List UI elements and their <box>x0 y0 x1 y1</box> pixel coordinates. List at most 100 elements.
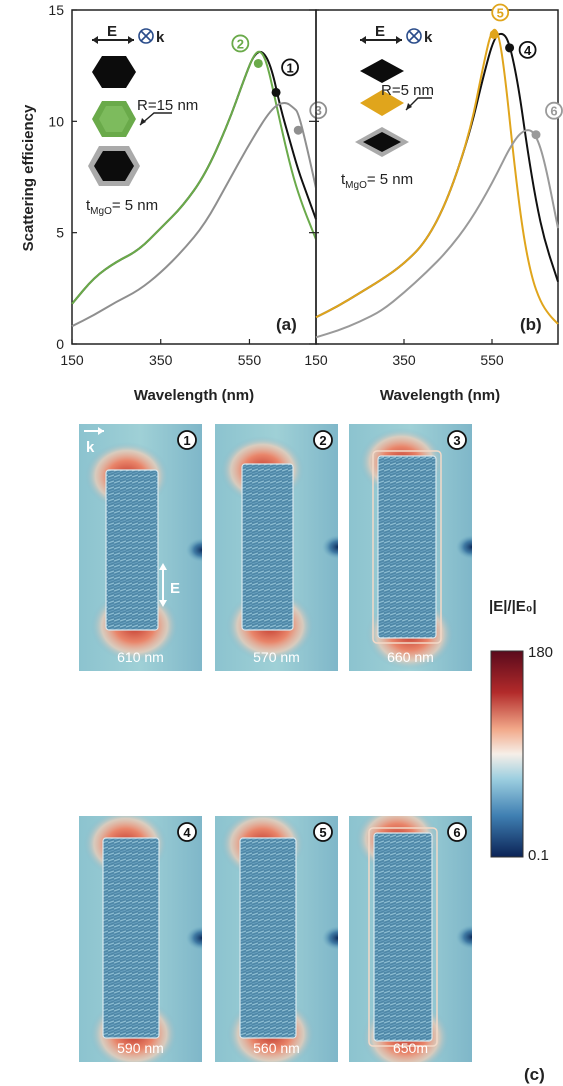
x-tick-label: 550 <box>480 352 504 368</box>
panel-b-chart: 150 350 550 456 E k R=5 nm tMgO= 5 nm (b) … <box>304 3 563 404</box>
nanorod-field-pattern <box>105 469 159 631</box>
marker-point-5 <box>489 29 499 39</box>
map-badge-3 <box>447 430 467 450</box>
gold-rhombus-icon <box>360 90 404 116</box>
x-tick-label: 350 <box>149 352 173 368</box>
series-line-3 <box>71 101 317 328</box>
map-badge-6 <box>447 822 467 842</box>
map-badge-label: 3 <box>453 433 460 448</box>
map-wavelength-caption: 590 nm <box>117 1040 164 1056</box>
bare-hexagon-icon <box>92 56 136 88</box>
field-map-1: 1 610 nm <box>79 424 202 671</box>
field-map-6: 6 650m <box>349 816 472 1062</box>
direction-label: k <box>424 29 433 46</box>
map-badge-1 <box>177 430 197 450</box>
panel-b-axis-ticks: 150 350 550 <box>304 9 504 368</box>
marker-badge-5 <box>491 3 510 22</box>
map-badge-label: 5 <box>319 825 326 840</box>
colorbar-title: |E|/|E₀| <box>489 598 537 615</box>
map-badge-label: 1 <box>183 433 190 448</box>
marker-badge-1 <box>281 58 299 77</box>
radius-label: R=15 nm <box>137 97 198 114</box>
series-line-2 <box>315 28 559 325</box>
map-badge-5 <box>313 822 333 842</box>
marker-point-3 <box>293 125 303 135</box>
map-badge-label: 4 <box>183 825 191 840</box>
panel-a-series <box>71 50 317 328</box>
map-wavelength-caption: 610 nm <box>117 649 164 665</box>
map-wavelength-caption: 660 nm <box>387 649 434 665</box>
nanorod-field-pattern <box>102 837 160 1039</box>
marker-point-4 <box>505 43 515 53</box>
marker-point-2 <box>253 58 263 68</box>
marker-badge-2 <box>231 34 250 53</box>
panel-b-legend: E k R=5 nm tMgO= 5 nm <box>341 23 434 191</box>
bare-rhombus-icon <box>360 59 404 83</box>
marker-point-1 <box>271 87 281 97</box>
y-axis-title: Scattering efficiency <box>20 104 37 251</box>
pointer-arrow-icon <box>406 103 412 110</box>
x-tick-label: 150 <box>304 352 328 368</box>
panel-b-tag: (b) <box>520 315 542 334</box>
panel-a-legend: E k R=15 nm tMgO= 5 nm <box>86 23 198 217</box>
y-tick-label: 10 <box>48 113 64 129</box>
nanorod-field-pattern <box>377 455 437 639</box>
series-line-3 <box>315 129 559 339</box>
panel-b-frame <box>315 9 559 345</box>
panel-c-field-maps: 1 610 nm 2 570 nm 3 660 nm 4 590 nm 5 560 nm 6 650m <box>79 424 472 1062</box>
panel-a-axis-ticks: 150 350 550 0 5 10 15 <box>48 2 261 368</box>
panel-b-x-axis-title: Wavelength (nm) <box>380 387 500 404</box>
marker-badge-6 <box>545 101 563 120</box>
field-map-2: 2 570 nm <box>215 424 338 671</box>
panel-c-tag: (c) <box>524 1065 545 1084</box>
polarization-label: E <box>107 23 117 40</box>
map-wavelength-caption: 570 nm <box>253 649 300 665</box>
map-badge-label: 6 <box>453 825 460 840</box>
panel-a-markers: 1 2 3 <box>231 34 328 135</box>
marker-label-5: 5 <box>497 5 504 20</box>
marker-label-1: 1 <box>286 60 293 75</box>
marker-badge-4 <box>518 40 537 59</box>
series-line-1 <box>315 32 559 319</box>
map-axes-annotation: k E <box>84 427 180 607</box>
k-into-page-icon <box>138 28 154 44</box>
radius-label: R=5 nm <box>381 82 434 99</box>
shell-label: tMgO= 5 nm <box>86 197 158 217</box>
x-tick-label: 150 <box>60 352 84 368</box>
field-map-4: 4 590 nm <box>79 816 202 1062</box>
marker-label-4: 4 <box>524 43 532 58</box>
field-map-3: 3 660 nm <box>349 424 472 671</box>
nanorod-field-pattern <box>239 837 297 1039</box>
e-label: E <box>170 580 180 597</box>
marker-label-3: 3 <box>315 103 322 118</box>
panel-a-x-axis-title: Wavelength (nm) <box>134 387 254 404</box>
nanorod-field-pattern <box>241 463 294 631</box>
colorbar-max: 180 <box>528 644 553 661</box>
y-tick-label: 15 <box>48 2 64 18</box>
nanorod-field-pattern <box>373 832 433 1042</box>
panel-a-tag: (a) <box>276 315 297 334</box>
y-tick-label: 5 <box>56 225 64 241</box>
shell-label: tMgO= 5 nm <box>341 171 413 191</box>
colorbar-min: 0.1 <box>528 847 549 864</box>
marker-badge-3 <box>309 101 328 120</box>
direction-label: k <box>156 29 165 46</box>
colorbar: |E|/|E₀| 180 0.1 <box>489 598 553 864</box>
map-badge-4 <box>177 822 197 842</box>
panel-a-chart: 150 350 550 0 5 10 15 1 2 3 E k R=15 nm tMgO= 5 … <box>20 2 328 404</box>
y-tick-label: 0 <box>56 336 64 352</box>
marker-label-2: 2 <box>237 36 244 51</box>
k-into-page-icon <box>406 28 422 44</box>
x-tick-label: 350 <box>392 352 416 368</box>
map-badge-2 <box>313 430 333 450</box>
map-wavelength-caption: 650m <box>393 1040 428 1056</box>
marker-point-6 <box>531 130 541 140</box>
polarization-label: E <box>375 23 385 40</box>
series-line-2 <box>71 50 317 305</box>
panel-b-markers: 4 5 6 <box>489 3 563 140</box>
map-wavelength-caption: 560 nm <box>253 1040 300 1056</box>
k-label: k <box>86 439 95 456</box>
x-tick-label: 550 <box>238 352 262 368</box>
field-map-5: 5 560 nm <box>215 816 338 1062</box>
